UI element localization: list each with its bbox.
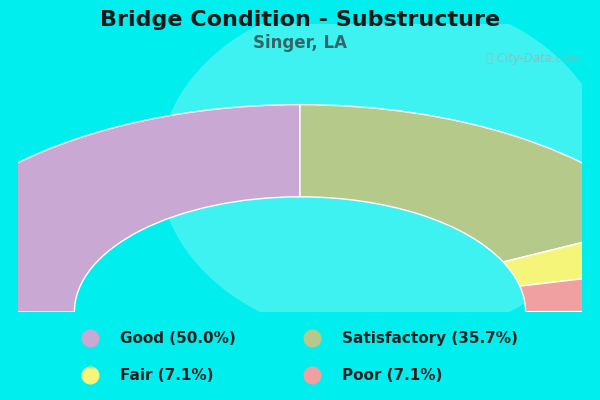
- Text: Good (50.0%): Good (50.0%): [120, 331, 236, 346]
- Wedge shape: [503, 222, 600, 286]
- Text: Satisfactory (35.7%): Satisfactory (35.7%): [342, 331, 518, 346]
- Wedge shape: [0, 105, 300, 312]
- Text: ⓘ City-Data.com: ⓘ City-Data.com: [486, 52, 581, 65]
- Text: Bridge Condition - Substructure: Bridge Condition - Substructure: [100, 10, 500, 30]
- Wedge shape: [520, 266, 600, 312]
- Ellipse shape: [159, 0, 600, 341]
- Text: Poor (7.1%): Poor (7.1%): [342, 368, 442, 383]
- Text: Fair (7.1%): Fair (7.1%): [120, 368, 214, 383]
- Wedge shape: [300, 105, 600, 262]
- Text: Singer, LA: Singer, LA: [253, 34, 347, 52]
